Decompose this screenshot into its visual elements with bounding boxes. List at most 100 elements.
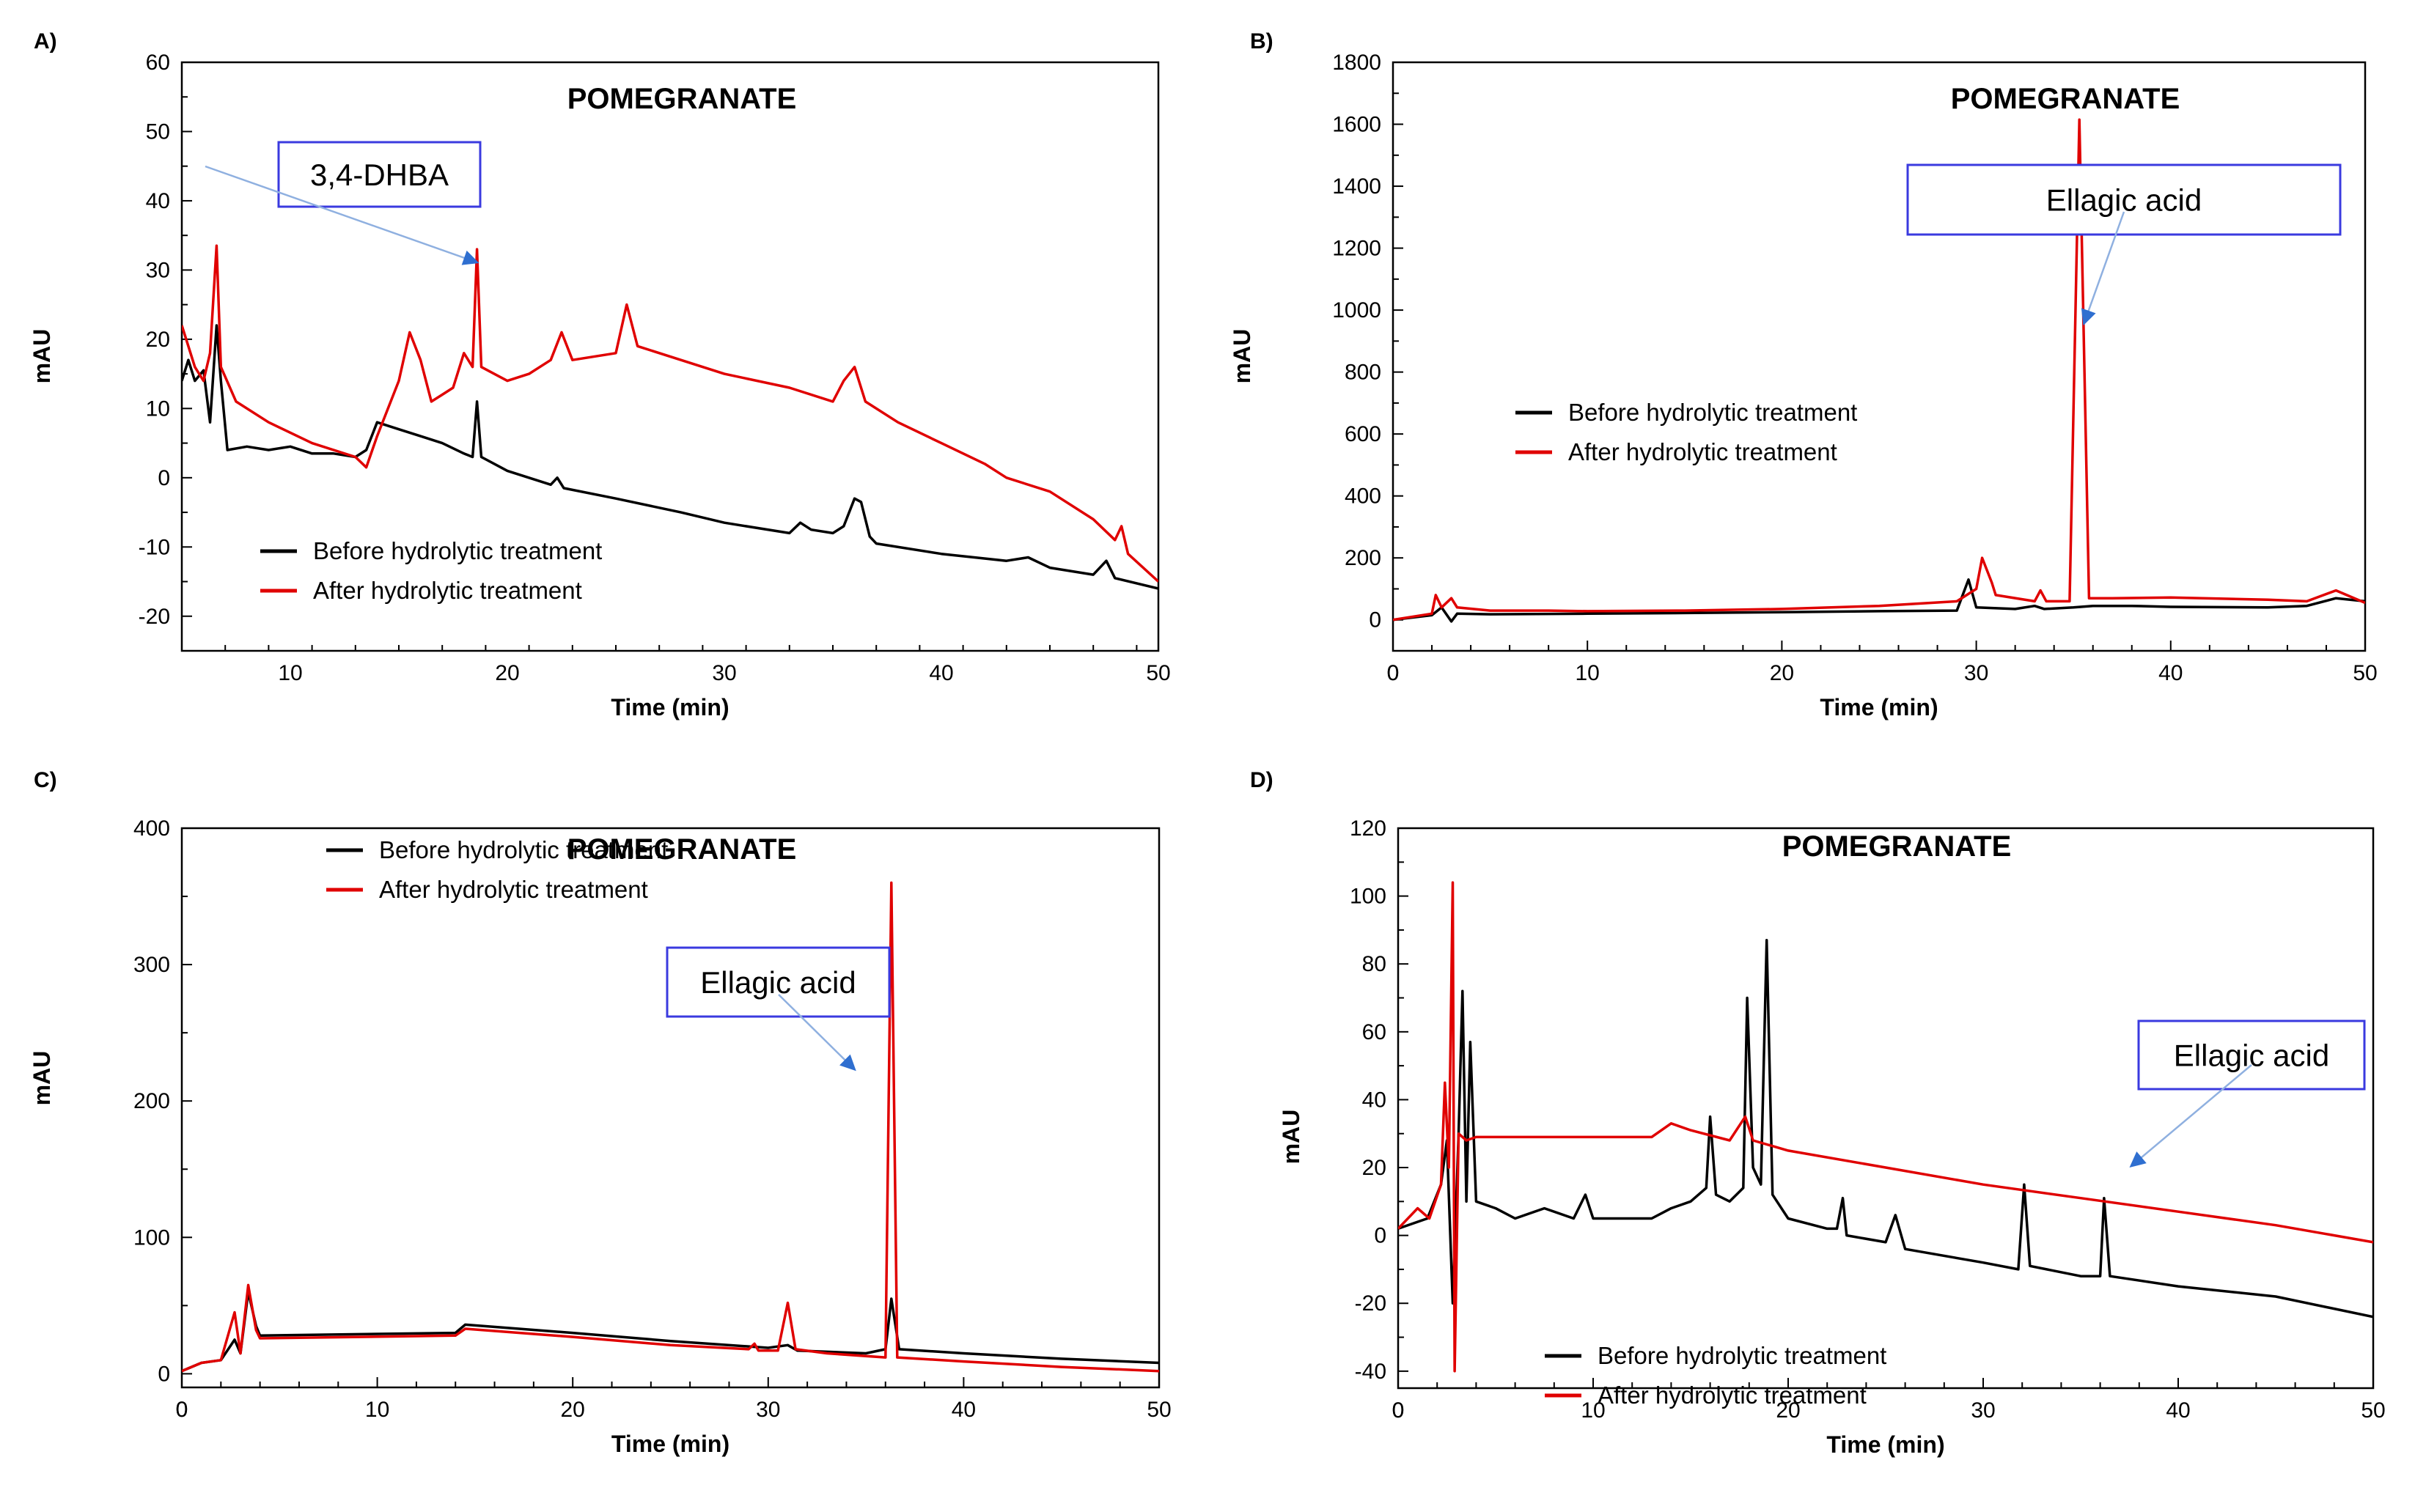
legend-label: After hydrolytic treatment xyxy=(379,876,648,903)
annotation-arrowhead xyxy=(839,1054,856,1072)
y-tick-label: 400 xyxy=(1345,484,1381,509)
x-tick-label: 0 xyxy=(1392,1398,1405,1423)
panel-label-c: C) xyxy=(34,768,57,792)
y-tick-label: 100 xyxy=(133,1225,170,1250)
x-tick-label: 0 xyxy=(176,1398,188,1422)
x-tick-label: 20 xyxy=(1776,1398,1800,1423)
legend-label: Before hydrolytic treatment xyxy=(379,836,668,863)
annotation-arrowhead xyxy=(2081,308,2096,326)
annotation-box xyxy=(666,946,891,1018)
y-tick-label: 0 xyxy=(158,1362,170,1386)
chart-title: POMEGRANATE xyxy=(567,833,797,866)
annotation-label: 3,4-DHBA xyxy=(310,158,449,192)
x-tick-label: 0 xyxy=(1387,661,1400,685)
series-after-line xyxy=(1393,118,2365,622)
y-tick-label: 1600 xyxy=(1332,113,1381,137)
y-tick-label: -40 xyxy=(1355,1360,1386,1384)
legend-label: Before hydrolytic treatment xyxy=(1598,1342,1886,1369)
x-tick-label: 50 xyxy=(2361,1398,2385,1423)
y-tick-label: 1800 xyxy=(1332,51,1381,75)
plot-frame xyxy=(180,827,1161,1389)
y-tick-label: 200 xyxy=(1345,546,1381,570)
y-tick-label: 0 xyxy=(1374,1224,1386,1248)
chart-panel-c: C) 0 100 200 300 400 0 10 20 30 40 50 0 Time (min) mA… xyxy=(0,755,1208,1512)
annotation-arrow xyxy=(2136,1064,2252,1162)
y-tick-label: 0 xyxy=(158,466,170,490)
series-before-line xyxy=(182,324,1158,590)
legend-label: After hydrolytic treatment xyxy=(1598,1382,1867,1409)
y-tick-label: -20 xyxy=(1355,1291,1386,1316)
x-axis-label: Time (min) xyxy=(1826,1431,1944,1458)
y-tick-label: 800 xyxy=(1345,361,1381,385)
y-tick-label: 60 xyxy=(146,51,170,75)
x-axis-label: Time (min) xyxy=(1820,694,1938,720)
series-before-line xyxy=(182,1290,1159,1373)
y-tick-label: 40 xyxy=(146,189,170,213)
y-tick-label: 400 xyxy=(133,816,170,841)
x-tick-label: 30 xyxy=(1964,661,1988,685)
legend-label: After hydrolytic treatment xyxy=(1568,438,1837,465)
annotation-arrowhead xyxy=(461,250,479,265)
annotation-arrow xyxy=(2085,211,2125,317)
y-tick-label: 30 xyxy=(146,258,170,282)
y-tick-label: 1000 xyxy=(1332,298,1381,322)
x-tick-label: 10 xyxy=(1576,661,1600,685)
y-tick-label: 120 xyxy=(1350,816,1386,841)
chart-b: 0 200 400 600 800 1000 1200 1400 1600 1800 0 10 20 30… xyxy=(1229,51,2378,720)
x-tick-label: 10 xyxy=(365,1398,389,1422)
panel-label-a: A) xyxy=(34,29,57,54)
x-tick-label: 10 xyxy=(278,661,302,685)
annotation-arrowhead xyxy=(2129,1151,2147,1168)
x-tick-label: 50 xyxy=(1146,661,1170,685)
y-tick-label: 100 xyxy=(1350,885,1386,909)
series-before-line xyxy=(1398,939,2373,1319)
chart-title: POMEGRANATE xyxy=(1951,83,2180,115)
y-tick-label: 1200 xyxy=(1332,237,1381,261)
x-tick-label: 20 xyxy=(1770,661,1794,685)
x-tick-label: 40 xyxy=(2158,661,2183,685)
x-tick-label: 40 xyxy=(929,661,953,685)
y-axis-label: mAU xyxy=(29,329,55,384)
y-axis-label: mAU xyxy=(29,1051,55,1106)
y-axis-label: mAU xyxy=(1278,1110,1304,1165)
x-tick-label: 20 xyxy=(495,661,519,685)
chart-title: POMEGRANATE xyxy=(1782,830,2012,863)
y-tick-label: 600 xyxy=(1345,422,1381,446)
x-tick-label: 0 xyxy=(176,1398,188,1422)
annotation-box xyxy=(2137,1019,2366,1091)
y-tick-label: 20 xyxy=(1362,1156,1386,1180)
y-tick-label: 20 xyxy=(146,328,170,352)
y-axis-label: mAU xyxy=(1229,329,1255,384)
y-tick-label: 80 xyxy=(1362,952,1386,976)
annotation-label: Ellagic acid xyxy=(2174,1039,2329,1073)
series-after-line xyxy=(182,881,1159,1373)
y-tick-label: 1400 xyxy=(1332,174,1381,199)
x-tick-label: 10 xyxy=(1581,1398,1605,1423)
legend-label: After hydrolytic treatment xyxy=(313,577,582,604)
legend-label: Before hydrolytic treatment xyxy=(313,537,602,564)
x-tick-label: 20 xyxy=(561,1398,585,1422)
legend-label: Before hydrolytic treatment xyxy=(1568,399,1857,426)
series-before-line xyxy=(1393,578,2365,623)
x-tick-label: 30 xyxy=(756,1398,780,1422)
y-tick-label: 0 xyxy=(1369,608,1381,633)
annotation-box xyxy=(1906,163,2342,236)
y-tick-label: 40 xyxy=(1362,1088,1386,1112)
chart-title: POMEGRANATE xyxy=(567,83,797,115)
x-tick-label: 0 xyxy=(1387,661,1400,685)
panel-label-b: B) xyxy=(1250,29,1273,54)
y-tick-label: -10 xyxy=(139,535,170,559)
chart-panel-b: B) 0 200 400 600 800 1000 1200 1400 1600 1800 0 10 2… xyxy=(1208,0,2415,755)
series-after-line xyxy=(1398,881,2373,1373)
panel-label-d: D) xyxy=(1250,768,1273,792)
y-tick-label: 300 xyxy=(133,953,170,977)
plot-frame xyxy=(1397,827,2375,1390)
y-tick-label: 60 xyxy=(1362,1020,1386,1044)
y-tick-label: 200 xyxy=(133,1089,170,1113)
plot-frame xyxy=(180,61,1160,652)
chart-panel-a: A) -20 -10 0 10 20 30 40 50 60 10 20 30 40 50 Time (mi… xyxy=(0,0,1208,755)
x-tick-label: 40 xyxy=(2166,1398,2190,1423)
chart-panel-d: D) -40 -20 0 20 40 60 80 100 120 0 10 20 30 40 50 0 Time… xyxy=(1208,755,2415,1512)
annotation-label: Ellagic acid xyxy=(700,965,856,1000)
